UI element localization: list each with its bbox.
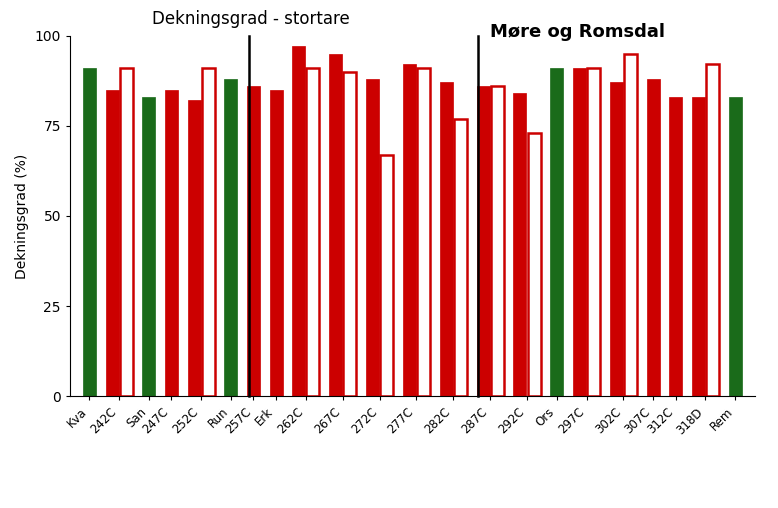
Bar <box>610 82 622 396</box>
Bar <box>527 133 541 396</box>
Bar <box>513 93 527 396</box>
Bar <box>329 54 342 396</box>
Bar <box>729 97 741 396</box>
Bar <box>142 97 156 396</box>
Bar <box>403 65 415 396</box>
Bar <box>106 89 118 396</box>
Bar <box>669 97 682 396</box>
Bar <box>165 89 178 396</box>
Bar <box>647 79 660 396</box>
Bar <box>202 68 215 396</box>
Bar <box>224 79 237 396</box>
Bar <box>624 54 637 396</box>
Bar <box>247 86 260 396</box>
Text: Dekningsgrad - stortare: Dekningsgrad - stortare <box>152 11 350 28</box>
Text: Møre og Romsdal: Møre og Romsdal <box>490 23 665 41</box>
Bar <box>692 97 705 396</box>
Bar <box>706 65 719 396</box>
Bar <box>120 68 133 396</box>
Bar <box>380 154 393 396</box>
Bar <box>573 68 586 396</box>
Bar <box>454 118 467 396</box>
Bar <box>269 89 282 396</box>
Bar <box>417 68 430 396</box>
Bar <box>366 79 379 396</box>
Bar <box>292 46 305 396</box>
Bar <box>550 68 563 396</box>
Bar <box>477 86 489 396</box>
Y-axis label: Dekningsgrad (%): Dekningsgrad (%) <box>15 153 29 278</box>
Bar <box>440 82 453 396</box>
Bar <box>343 72 356 396</box>
Bar <box>307 68 320 396</box>
Bar <box>587 68 601 396</box>
Bar <box>491 86 504 396</box>
Bar <box>83 68 96 396</box>
Bar <box>187 101 201 396</box>
